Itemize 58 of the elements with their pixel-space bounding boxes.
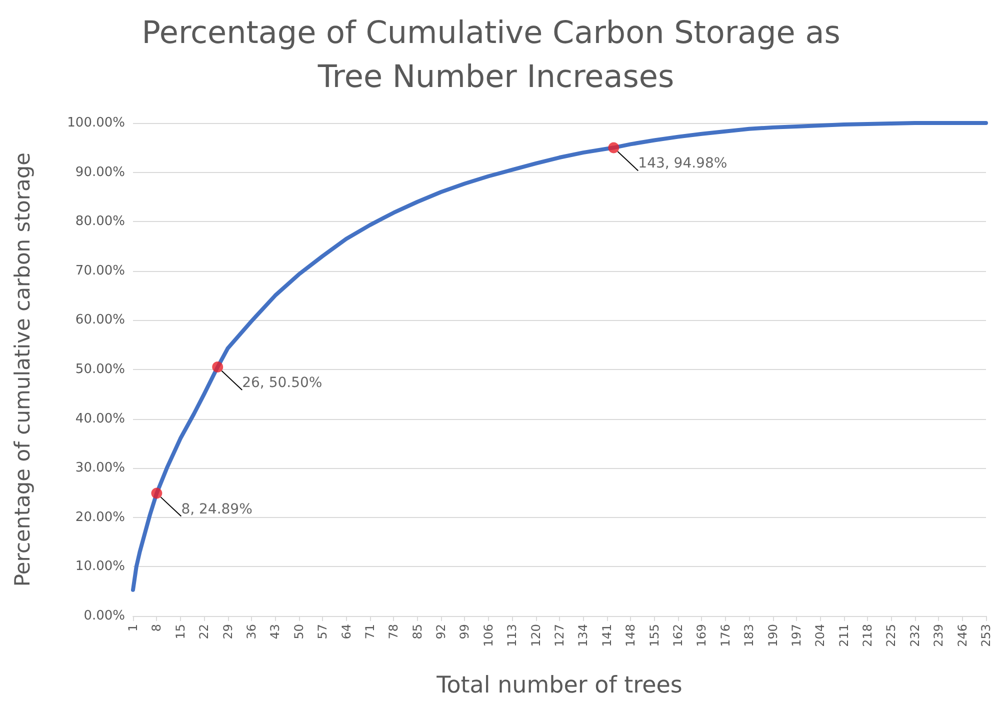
chart-title: Percentage of Cumulative Carbon Storage as Tree Number Increases <box>142 15 850 95</box>
x-tick-label: 162 <box>670 624 685 647</box>
x-tick-label: 120 <box>528 624 543 647</box>
y-tick-label: 10.00% <box>75 559 125 574</box>
x-tick-label: 239 <box>932 624 946 647</box>
data-label: 143, 94.98% <box>638 156 728 172</box>
x-tick-label: 169 <box>694 624 709 647</box>
x-tick-label: 78 <box>386 624 401 640</box>
x-tick-label: 134 <box>576 624 590 647</box>
y-tick-label: 80.00% <box>75 214 125 230</box>
data-label: 8, 24.89% <box>181 501 252 518</box>
x-tick-label: 176 <box>718 624 732 647</box>
x-tick-label: 225 <box>884 624 898 647</box>
y-tick-label: 20.00% <box>75 510 125 525</box>
x-tick-label: 15 <box>173 624 188 640</box>
x-tick-label: 253 <box>979 624 992 647</box>
x-tick-label: 99 <box>458 624 472 640</box>
x-tick-label: 127 <box>552 624 566 647</box>
y-tick-label: 90.00% <box>75 164 125 180</box>
point <box>608 142 620 154</box>
data-label: 26, 50.50% <box>242 375 322 392</box>
x-tick-label: 204 <box>813 624 828 647</box>
y-axis-title: Percentage of cumulative carbon storage <box>10 152 34 587</box>
x-tick-label: 113 <box>505 624 520 647</box>
point <box>151 488 162 499</box>
point <box>212 362 224 373</box>
line-series <box>131 121 988 592</box>
x-tick-label: 57 <box>316 624 330 640</box>
x-tick-label: 92 <box>434 624 448 640</box>
x-tick-label: 106 <box>481 624 496 647</box>
x-tick-label: 155 <box>647 624 662 647</box>
y-tick-label: 40.00% <box>75 411 125 426</box>
x-tick-label: 211 <box>836 624 851 647</box>
y-tick-label: 30.00% <box>75 460 125 476</box>
y-tick-label: 0.00% <box>84 608 125 624</box>
x-tick-label: 183 <box>742 624 756 647</box>
y-tick-label: 100.00% <box>67 116 125 130</box>
x-tick-label: 232 <box>908 624 922 647</box>
x-tick-label: 71 <box>362 624 377 640</box>
y-tick-label: 50.00% <box>75 362 125 377</box>
y-tick-label: 70.00% <box>75 263 125 278</box>
x-tick-label: 22 <box>197 624 212 640</box>
x-tick-label: 8 <box>150 624 164 632</box>
x-axis-title: Total number of trees <box>436 672 682 698</box>
x-tick-label: 85 <box>410 624 424 640</box>
x-tick-label: 218 <box>860 624 875 647</box>
x-tick-label: 64 <box>339 624 354 640</box>
y-tick-label: 60.00% <box>75 312 125 328</box>
x-tick-label: 36 <box>244 624 258 640</box>
x-tick-label: 148 <box>624 624 638 647</box>
x-tick-label: 190 <box>766 624 780 647</box>
x-tick-label: 43 <box>268 624 282 640</box>
x-tick-label: 29 <box>220 624 235 640</box>
x-tick-label: 197 <box>789 624 804 647</box>
x-tick-label: 141 <box>600 624 614 647</box>
x-tick-label: 1 <box>126 624 140 632</box>
x-tick-label: 246 <box>955 624 970 647</box>
x-tick-label: 50 <box>292 624 306 640</box>
